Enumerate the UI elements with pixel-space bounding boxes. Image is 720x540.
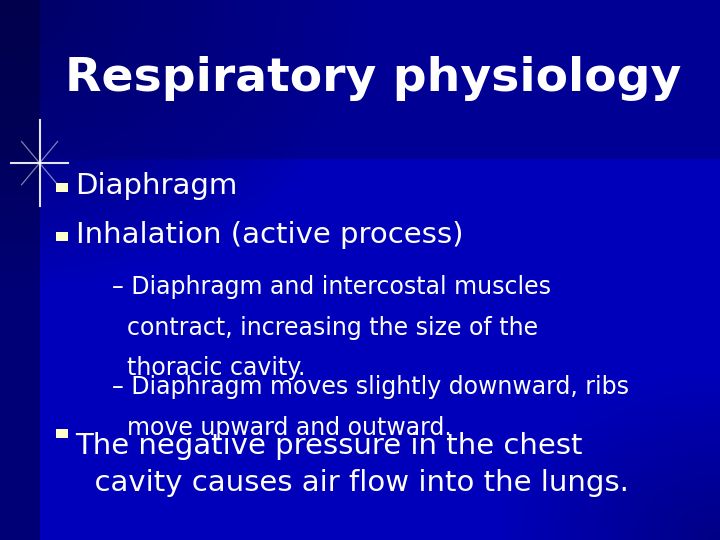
- Text: cavity causes air flow into the lungs.: cavity causes air flow into the lungs.: [76, 469, 629, 497]
- Bar: [0, 0, 720, 159]
- Text: contract, increasing the size of the: contract, increasing the size of the: [112, 316, 538, 340]
- Text: Diaphragm: Diaphragm: [76, 172, 238, 200]
- Text: – Diaphragm moves slightly downward, ribs: – Diaphragm moves slightly downward, rib…: [112, 375, 629, 399]
- Text: Inhalation (active process): Inhalation (active process): [76, 221, 463, 249]
- Bar: [0, 0, 40, 540]
- Text: thoracic cavity.: thoracic cavity.: [112, 356, 305, 380]
- Text: move upward and outward.: move upward and outward.: [112, 416, 451, 440]
- Bar: [56, 429, 68, 438]
- Bar: [56, 184, 68, 192]
- Text: Respiratory physiology: Respiratory physiology: [65, 56, 681, 101]
- Bar: [56, 232, 68, 241]
- Text: – Diaphragm and intercostal muscles: – Diaphragm and intercostal muscles: [112, 275, 551, 299]
- Text: The negative pressure in the chest: The negative pressure in the chest: [76, 432, 583, 460]
